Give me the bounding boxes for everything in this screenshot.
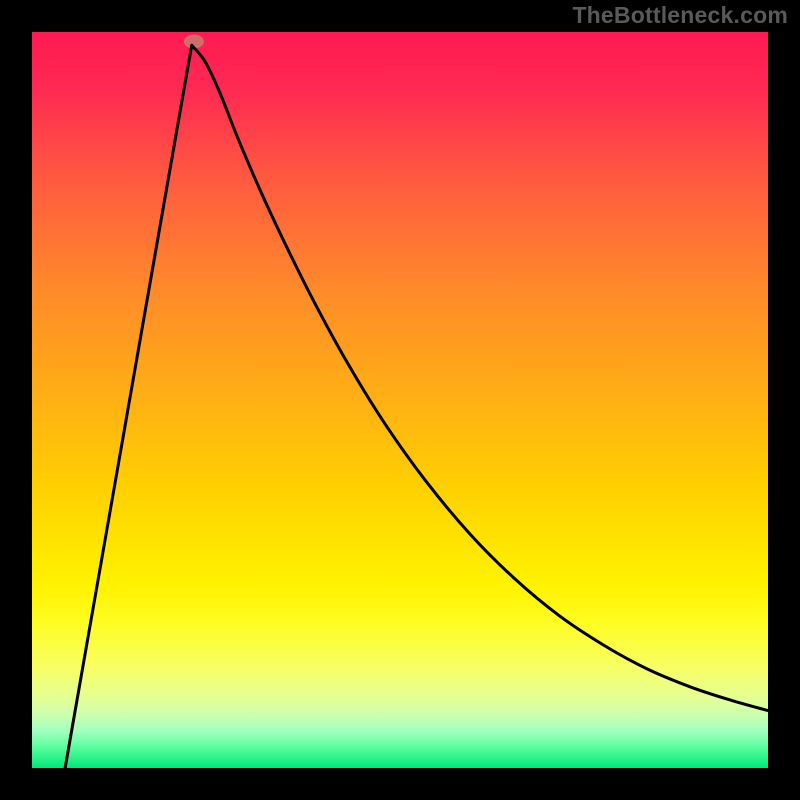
chart-container: TheBottleneck.com [0, 0, 800, 800]
chart-svg [0, 0, 800, 800]
watermark-text: TheBottleneck.com [572, 2, 788, 29]
chart-plot-area [32, 32, 768, 768]
